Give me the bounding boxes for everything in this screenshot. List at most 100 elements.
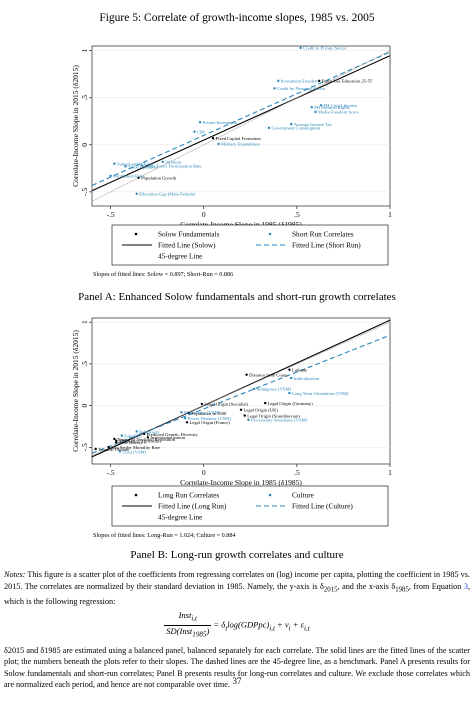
equation-ref-link[interactable]: 3 [463,581,468,591]
plot-area [92,319,390,458]
data-point [211,137,215,140]
legend-marker [134,493,138,497]
point-label: CBI [197,129,205,134]
point-label: Power Distance (VSM) [188,416,232,421]
point-label: Institutionalization [150,435,185,440]
fitted-line [92,321,390,456]
legend-label: Fitted Line (Culture) [292,502,353,511]
x-tick-label: 0 [202,468,206,477]
point-label: Legal Origin (Germany) [268,401,313,406]
data-point [124,165,127,168]
fitted-line [92,50,390,202]
figure-title: Figure 5: Correlate of growth-income slo… [99,12,375,24]
eq-sub: i,t [303,624,310,633]
eq-sub: t [225,624,228,633]
y-axis-label: Correlate-Income Slope in 2015 (δ2015) [71,65,80,187]
data-point [115,441,118,444]
data-point [107,446,110,449]
point-label: Individualism [294,376,320,381]
data-point [193,130,196,133]
point-label: Distance from Coast [249,373,287,378]
point-label: Tropical Climate [98,447,129,452]
notes-text: , and the x-axis δ [337,581,396,591]
point-label: Enrollment Ratio [113,174,145,179]
plot-area [92,50,390,202]
eq-rhs: + ε [290,619,304,630]
point-label: Population in 1500 [191,411,227,416]
y-tick-label: -.5 [80,188,89,196]
point-label: Valued-added Tariff [117,161,154,166]
point-label: State History [119,440,144,445]
data-point [247,418,250,421]
notes-sub: 2015 [323,586,338,594]
point-label: Population Growth [141,176,177,181]
data-point [310,105,313,109]
eq-sub: 1985 [192,631,207,640]
data-point [290,376,293,380]
data-point [115,439,118,442]
y-axis-label: Correlate-Income Slope in 2015 (δ2015) [71,330,80,452]
data-point [109,174,112,178]
x-tick-label: 0 [202,210,206,219]
x-tick-label: 1 [388,468,392,477]
data-point [183,416,187,420]
point-label: Credit by Financial Sector [277,86,326,91]
eq-sub: i [288,624,291,633]
notes-text: , from Equation [408,581,464,591]
data-point [141,164,144,167]
y-tick-label: .5 [80,95,89,101]
data-point [185,421,189,424]
point-label: Familism [124,433,142,438]
data-point [264,401,267,405]
y-tick-label: 1 [80,320,89,324]
fitted-line [92,55,390,192]
point-label: Investment Freedom [281,79,319,84]
data-point [239,408,243,411]
data-point [267,126,271,130]
eq-sub: i,t [269,624,275,633]
plot-frame [91,317,391,465]
data-point [319,104,323,107]
point-label: Fixed Capital Formation [216,136,262,141]
point-label: Military Expenditure [221,142,260,147]
x-tick-label: 1 [388,210,392,219]
point-label: Legal Origin (France) [189,420,230,425]
data-point [200,402,204,406]
data-point [290,122,293,126]
data-point [314,110,317,114]
eq-sub: i,t [191,614,198,623]
x-axis-label: Correlate-Income Slope in 1985 (δ1985) [180,478,302,487]
data-point [180,411,183,414]
point-label: Trade Openness [128,164,158,169]
point-label: Trust (VSM) [122,449,146,454]
data-point [288,368,291,371]
y-tick-label: 0 [80,403,89,407]
notes-sub: 1985 [395,586,409,594]
point-label: Average Income Tax [294,122,333,127]
point-label: Credit to Private Sector [303,46,347,51]
data-point [277,79,280,83]
data-point [118,450,122,453]
data-point [94,447,97,451]
data-point [273,87,276,90]
eq-rhs: + ν [274,619,289,630]
y-tick-label: -.5 [80,443,89,451]
panel-a-chart: -.5 0 .5 1 -.5 0 .5 1 Correlate-Income Slope in … [71,46,392,278]
fitted-line [92,319,390,458]
data-point [245,373,248,376]
legend-label: Short Run Correlates [292,230,354,239]
point-label: Legal Origin (Socialist) [204,402,248,407]
data-point [318,79,321,83]
fitted-line [92,51,390,186]
legend-label: 45-degree Line [158,513,202,522]
legend-label: Fitted Line (Short Run) [292,241,361,250]
legend-label: Culture [292,491,314,500]
page-number: 37 [232,676,242,686]
notes-label: Notes: [4,570,26,579]
data-point [217,142,220,146]
x-tick-label: .5 [294,210,300,219]
legend-box [111,485,389,527]
eq-numerator: Inst [178,610,192,621]
point-label: Years since Agriculture [119,438,162,443]
data-point [252,387,256,391]
